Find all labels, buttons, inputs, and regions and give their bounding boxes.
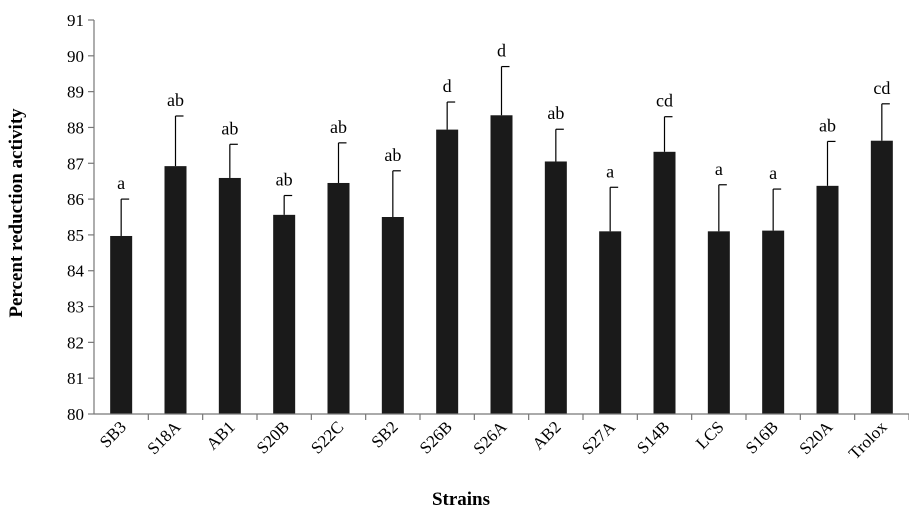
- bar-s18a: [164, 166, 187, 414]
- significance-label: cd: [656, 91, 673, 111]
- x-tick-label: S14B: [633, 417, 673, 457]
- x-axis: SB3 S18A AB1 S20B S22C SB2 S26B S26A AB2 S27A S14B…: [94, 413, 909, 463]
- bar-s14b: [653, 151, 676, 414]
- significance-label: a: [769, 163, 777, 183]
- bar-s27a: [599, 231, 622, 414]
- y-tick-label: 83: [67, 298, 84, 317]
- y-tick-label: 88: [67, 118, 84, 137]
- x-tick-label: Trolox: [845, 417, 891, 463]
- significance-label: ab: [167, 90, 184, 110]
- significance-label: ab: [221, 118, 238, 138]
- bar-s20b: [273, 214, 296, 414]
- y-tick-label: 86: [67, 190, 84, 209]
- x-tick-label: SB2: [368, 417, 402, 451]
- y-tick-label: 81: [67, 369, 84, 388]
- bar-s26b: [436, 129, 459, 414]
- significance-label: ab: [384, 145, 401, 165]
- bar-s16b: [762, 230, 785, 414]
- bar-sb3: [110, 235, 133, 414]
- bar-s22c: [327, 182, 350, 414]
- x-tick-label: S20A: [796, 417, 837, 458]
- x-tick-label: S20B: [253, 417, 293, 457]
- x-tick-label: S16B: [742, 417, 782, 457]
- x-tick-label: S26B: [416, 417, 456, 457]
- y-axis: 80 81 82 83 84 85 86 87 88 89 90 91: [67, 11, 95, 424]
- x-tick-label: AB1: [203, 417, 239, 453]
- y-tick-label: 89: [67, 83, 84, 102]
- bar-ab1: [218, 177, 241, 414]
- y-tick-label: 84: [67, 262, 85, 281]
- x-tick-label: S22C: [307, 417, 347, 457]
- significance-label: a: [715, 159, 723, 179]
- bar-lcs: [707, 231, 730, 414]
- bars-group: a ab ab ab ab ab d d ab a cd a a ab cd: [110, 41, 893, 414]
- x-tick-label: SB3: [96, 417, 130, 451]
- y-tick-label: 87: [67, 154, 85, 173]
- bar-ab2: [544, 161, 567, 414]
- y-tick-label: 85: [67, 226, 84, 245]
- x-tick-label: S27A: [578, 417, 619, 458]
- y-tick-label: 82: [67, 333, 84, 352]
- significance-label: ab: [547, 103, 564, 123]
- significance-label: a: [606, 161, 614, 181]
- x-tick-label: S26A: [470, 417, 511, 458]
- y-tick-label: 90: [67, 47, 84, 66]
- significance-label: cd: [873, 78, 890, 98]
- x-tick-label: LCS: [692, 417, 727, 452]
- y-axis-title: Percent reduction activity: [6, 108, 27, 318]
- significance-label: ab: [819, 115, 836, 135]
- significance-label: d: [443, 76, 452, 96]
- bar-trolox: [870, 140, 893, 414]
- significance-label: d: [497, 41, 506, 61]
- bar-sb2: [381, 217, 404, 414]
- significance-label: ab: [276, 170, 293, 190]
- x-tick-label: S18A: [144, 417, 185, 458]
- significance-label: ab: [330, 117, 347, 137]
- x-tick-label: AB2: [529, 417, 565, 453]
- x-axis-title: Strains: [432, 489, 490, 510]
- significance-label: a: [117, 173, 125, 193]
- bar-s20a: [816, 185, 839, 414]
- y-tick-label: 80: [67, 405, 84, 424]
- y-tick-label: 91: [67, 11, 84, 30]
- bar-s26a: [490, 115, 513, 414]
